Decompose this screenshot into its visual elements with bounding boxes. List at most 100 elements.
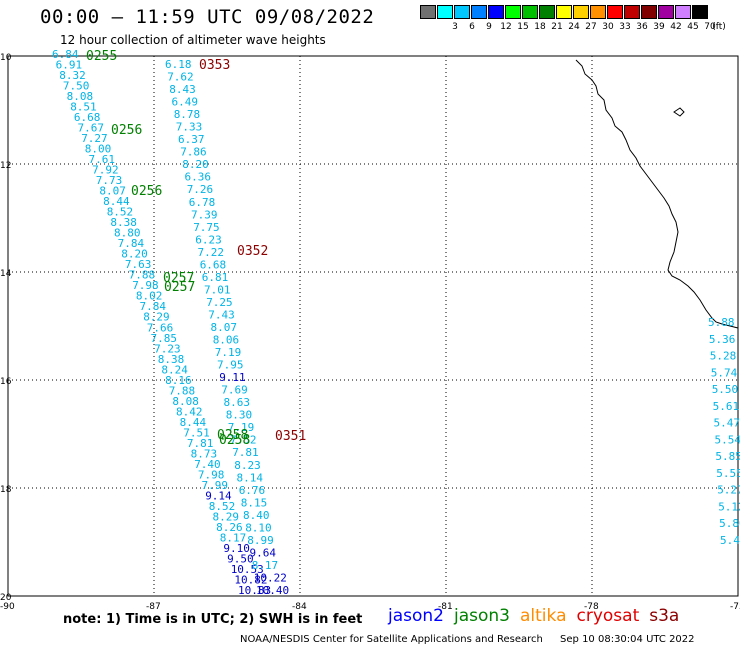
legend-swatch <box>471 5 487 19</box>
swh-value: 7.92 <box>92 164 119 177</box>
swh-value: 7.86 <box>180 146 207 159</box>
swh-value: 8.52 <box>107 206 134 219</box>
swh-value: 6.49 <box>172 96 199 109</box>
swh-value: 6.91 <box>56 59 83 72</box>
legend-label: 21 <box>551 22 563 32</box>
longitude-label: -84 <box>292 602 307 612</box>
swh-value: 8.17 <box>252 559 279 572</box>
swh-value: 8.00 <box>85 143 112 156</box>
swh-value: 8.07 <box>211 321 238 334</box>
pass-number-label: 0353 <box>199 58 230 73</box>
swh-value: 7.19 <box>215 346 242 359</box>
map-frame <box>7 55 739 597</box>
swh-value: 8.17 <box>220 532 247 545</box>
legend-label: 15 <box>517 22 529 32</box>
legend-label: 9 <box>486 22 492 32</box>
swh-value: 7.43 <box>208 309 235 322</box>
swh-value: 8.08 <box>172 395 199 408</box>
swh-value: 7.01 <box>204 283 231 296</box>
swh-value: 7.81 <box>187 437 214 450</box>
legend-swatch <box>522 5 538 19</box>
swh-value: 9.10 <box>223 542 250 555</box>
legend-label: 12 <box>500 22 512 32</box>
swh-value: 9.14 <box>205 489 232 502</box>
swh-value: 6.68 <box>200 258 227 271</box>
swh-value: 10.83 <box>238 584 271 597</box>
swh-value: 7.67 <box>78 122 105 135</box>
legend-swatch <box>590 5 606 19</box>
swh-value: 5.74 <box>711 366 738 379</box>
legend-swatch <box>675 5 691 19</box>
longitude-label: -81 <box>438 602 453 612</box>
legend-swatch <box>420 5 436 19</box>
swh-value: 7.66 <box>147 321 174 334</box>
swh-value: 6.84 <box>52 48 79 61</box>
swh-value: 5.36 <box>709 333 736 346</box>
legend-label: 24 <box>568 22 580 32</box>
latitude-label: 16 <box>0 377 12 387</box>
swh-value: 7.50 <box>63 80 90 93</box>
swh-value: 5.40 <box>720 534 740 547</box>
swh-value: 8.63 <box>224 396 251 409</box>
latitude-label: 10 <box>0 53 12 63</box>
swh-value: 7.81 <box>232 446 259 459</box>
swh-value: 7.95 <box>217 359 244 372</box>
island-outline <box>673 107 685 117</box>
swh-value: 7.75 <box>193 221 220 234</box>
map-subtitle: 12 hour collection of altimeter wave hei… <box>60 33 326 47</box>
legend-label: 6 <box>469 22 475 32</box>
legend-label: 33 <box>619 22 631 32</box>
swh-value: 5.27 <box>717 484 740 497</box>
swh-value: 6.36 <box>185 171 212 184</box>
swh-value: 8.32 <box>59 69 86 82</box>
swh-value: 8.42 <box>176 405 203 418</box>
swh-value: 8.15 <box>241 496 267 509</box>
swh-value: 7.84 <box>140 300 167 313</box>
swh-value: 7.27 <box>81 132 108 145</box>
swh-value: 8.99 <box>247 534 273 547</box>
pass-number-label: 0256 <box>131 184 162 199</box>
pass-number-label: 0255 <box>86 49 117 64</box>
swh-value: 7.52 <box>230 434 257 447</box>
swh-value: 5.50 <box>712 383 739 396</box>
swh-value: 8.26 <box>216 521 243 534</box>
legend-label: 36 <box>636 22 648 32</box>
swh-value: 8.23 <box>234 459 260 472</box>
legend-swatch <box>658 5 674 19</box>
swh-value: 7.88 <box>169 384 196 397</box>
legend-swatch <box>505 5 521 19</box>
swh-value: 5.88 <box>708 316 735 329</box>
swh-value: 7.23 <box>154 342 181 355</box>
swh-value: 6.76 <box>239 484 266 497</box>
footnote: note: 1) Time is in UTC; 2) SWH is in fe… <box>63 612 363 627</box>
swh-value: 7.25 <box>206 296 233 309</box>
swh-value: 10.40 <box>256 584 289 597</box>
swh-value: 5.61 <box>713 400 740 413</box>
pass-number-label: 0257 <box>163 271 194 286</box>
generated-timestamp: Sep 10 08:30:04 UTC 2022 <box>560 634 695 645</box>
swh-value: 8.78 <box>174 108 201 121</box>
legend-label: 70 <box>704 22 716 32</box>
swh-value: 10.22 <box>254 572 287 585</box>
longitude-label: -87 <box>146 602 161 612</box>
swh-value: 7.85 <box>151 332 178 345</box>
satellite-name: s3a <box>649 606 680 626</box>
swh-value: 7.73 <box>96 174 123 187</box>
swh-value: 9.50 <box>227 553 254 566</box>
latitude-label: 18 <box>0 485 12 495</box>
coastline <box>575 59 739 329</box>
swh-value: 8.06 <box>213 334 240 347</box>
swh-value: 8.14 <box>237 471 264 484</box>
swh-value: 8.30 <box>226 409 253 422</box>
pass-number-label: 0257 <box>164 280 195 295</box>
credit-line: NOAA/NESDIS Center for Satellite Applica… <box>240 634 709 645</box>
swh-value: 9.11 <box>219 371 246 384</box>
legend-swatch <box>573 5 589 19</box>
swh-value: 5.47 <box>714 417 740 430</box>
swh-value: 8.10 <box>245 521 272 534</box>
satellite-name: jason3 <box>454 606 510 626</box>
legend-swatch <box>437 5 453 19</box>
swh-value: 8.16 <box>165 374 192 387</box>
swh-value: 5.85 <box>715 450 740 463</box>
swh-value: 6.23 <box>195 233 222 246</box>
